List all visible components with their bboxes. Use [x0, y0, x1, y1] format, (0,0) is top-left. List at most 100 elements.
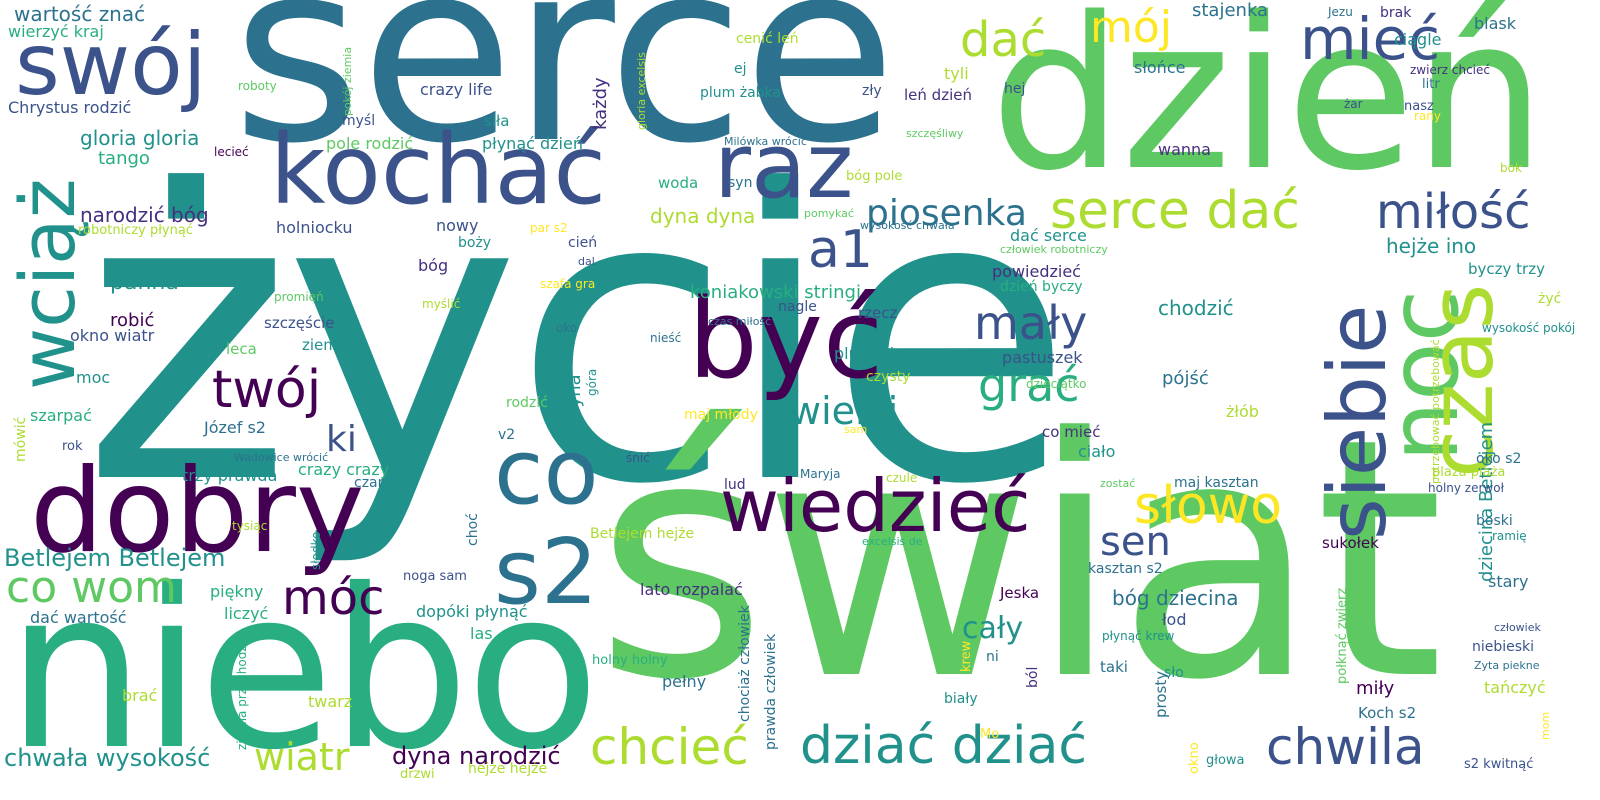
word-wciaz: wciąż [3, 178, 92, 390]
word-pole-rodzic: pole rodzić [326, 134, 414, 153]
word-holny-zerwol: holny zerwoł [1428, 481, 1504, 495]
word-pelny: pełny [662, 672, 707, 691]
word-excelsis-de: excelsis de [862, 535, 923, 548]
word-crazy-life: crazy life [420, 80, 493, 99]
word-maryja: Maryja [800, 467, 841, 481]
word-wysokosc-pokoj: wysokość pokój [1482, 321, 1576, 335]
word-stary: stary [1488, 572, 1529, 591]
word-serce-dac: serce dać [1050, 181, 1300, 241]
word-rzecz: rzecz [858, 304, 898, 322]
word-panna: panna [110, 270, 179, 295]
word-a1: a1 [808, 220, 873, 280]
word-szczesliwy: szczęśliwy [906, 127, 964, 140]
word-brac: brać [122, 686, 158, 705]
word-plum-zabka: plum żabka [700, 85, 781, 101]
word-dopoki-plynac: dopóki płynąć [416, 602, 528, 621]
word-czas-milosc: czas miłość [708, 315, 772, 328]
word-bialy: biały [944, 691, 978, 707]
word-slo: sło [1164, 665, 1184, 681]
word-zyta-piekne: Zyta piekne [1474, 659, 1540, 672]
word-syn: syn [728, 175, 753, 191]
word-liczyc: liczyć [224, 604, 269, 623]
word-ramie: ramię [1492, 529, 1527, 543]
word-ziemia-przychodzic: ziemia przychodzić [235, 635, 249, 750]
word-chrystus-rodzic: Chrystus rodzić [8, 98, 132, 117]
word-piosenka: piosenka [866, 193, 1027, 234]
word-okno: okno [1187, 742, 1202, 774]
word-myslic: myślić [422, 297, 461, 311]
word-gora: góra [585, 368, 599, 396]
word-zyc: żyć [1538, 291, 1562, 307]
word-kazdy: każdy [590, 77, 611, 130]
word-nowy: nowy [436, 216, 479, 235]
word-tango: tango [98, 148, 150, 169]
word-jeska: Jeska [1000, 584, 1040, 602]
word-dyna-narodzic: dyna narodzić [392, 742, 561, 770]
word-milosc: miłość [1376, 184, 1531, 240]
word-taki: taki [1100, 658, 1128, 676]
word-tyli: tyli [944, 64, 969, 83]
word-dzieciatko: dzieciątko [1026, 377, 1087, 391]
word-pastuszek: pastuszek [1002, 348, 1083, 367]
word-niesc: nieść [650, 331, 682, 345]
word-drzwi: drzwi [400, 767, 435, 782]
word-s2-kwitnac: s2 kwitnąć [1464, 757, 1534, 772]
word-chwila: chwila [1266, 718, 1425, 776]
word-piekny: piękny [210, 582, 264, 601]
word-byczy-trzy: byczy trzy [1468, 260, 1545, 278]
word-leca: leca [226, 340, 257, 358]
word-dac-wartosc: dać wartość [30, 608, 127, 627]
word-swoj: swój [15, 15, 207, 115]
word-promien: promień [274, 290, 324, 304]
word-grac: grać [978, 358, 1080, 412]
word-woda: woda [658, 174, 699, 192]
word-snic: śnić [626, 451, 650, 465]
word-krew: krew [959, 640, 974, 672]
word-maj-mlody: maj młody [684, 407, 758, 423]
word-par-s2: par s2 [530, 221, 568, 235]
word-koch-s2: Koch s2 [1358, 704, 1417, 722]
word-plynac-krew: płynąć krew [1102, 629, 1175, 643]
word-choc: choć [465, 513, 481, 546]
word-zycie: życie [82, 107, 1074, 572]
word-hejze-hejze: hejże hejże [468, 761, 548, 777]
word-okno-wiatr: okno wiatr [70, 326, 155, 345]
word-dac: dać [960, 12, 1047, 68]
word-glowa: głowa [1206, 753, 1245, 768]
word-pojsc: pójść [1162, 368, 1209, 389]
word-brak: brak [1380, 5, 1412, 21]
word-stajenka: stajenka [1192, 0, 1269, 21]
word-pokoj-ziemia: pokój ziemia [341, 46, 354, 116]
word-jozef-s2: Józef s2 [204, 418, 266, 437]
word-maly: mały [974, 296, 1088, 350]
word-noga-sam: noga sam [403, 569, 467, 584]
word-sen: sen [1100, 519, 1171, 565]
word-mily: miły [1356, 678, 1395, 699]
word-boski: boski [1476, 513, 1513, 529]
word-holny-holny: holny holny [592, 653, 668, 668]
word-litr: litr [1422, 77, 1440, 92]
word-len-dzien: leń dzień [904, 86, 972, 104]
word-gloria-gloria: gloria gloria [80, 126, 200, 150]
word-szczescie: szczęście [264, 314, 335, 332]
word-polknac-zwierz: połknąć zwierz [1335, 587, 1350, 684]
word-hej: hej [1004, 81, 1026, 97]
word-rany: rany [1414, 109, 1441, 123]
word-co-wom: co wom [6, 562, 177, 613]
word-prawda-czlowiek: prawda człowiek [763, 633, 779, 750]
word-czule: czule [886, 471, 918, 485]
word-czysty: czysty [866, 369, 911, 385]
word-wadowice-wrocic: Wadowice wrócić [234, 451, 329, 464]
word-las: las [470, 624, 493, 643]
word-moj: mój [1090, 2, 1173, 53]
word-miec: mieć [1300, 5, 1441, 73]
word-bog-dziecina: bóg dziecina [1112, 586, 1239, 610]
word-koniakowski-stringi: koniakowski stringi [690, 282, 861, 303]
word-oko: oko [556, 321, 578, 335]
word-ciagle: ciągle [1394, 30, 1442, 49]
word-gloria-excelsis: gloria excelsis [635, 52, 648, 130]
word-robic: robić [110, 310, 155, 331]
word-czar: czar [354, 475, 384, 491]
word-tanczyc: tańczyć [1484, 678, 1546, 697]
word-holniocku: holniocku [276, 218, 353, 237]
